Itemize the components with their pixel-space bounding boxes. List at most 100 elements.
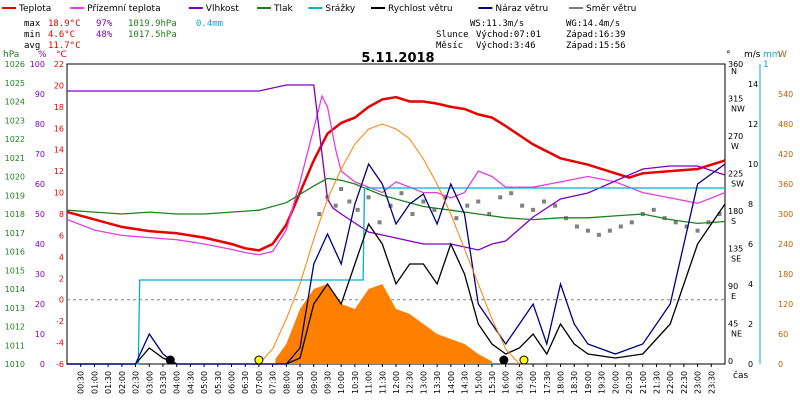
info-block: WS:11.3m/s WG:14.4m/s Slunce Východ:07:0… — [436, 19, 626, 51]
pressure-tick-13: 1013 — [5, 304, 25, 313]
humidity-tick-2: 80 — [35, 120, 45, 129]
temperature-tick-0: 22 — [54, 60, 64, 69]
wind-dir-point-22 — [542, 199, 547, 204]
wind-dir-point-30 — [629, 220, 634, 225]
wind-dir-point-8 — [388, 203, 393, 208]
temperature-tick-12: -2 — [56, 317, 64, 326]
direction-unit: ° — [726, 50, 731, 60]
sun-marker-1 — [519, 355, 529, 365]
info-moonset: Západ:15:56 — [566, 41, 626, 51]
wind-dir-point-5 — [355, 207, 360, 212]
wind-dir-point-27 — [596, 232, 601, 237]
wind-dir-point-28 — [607, 228, 612, 233]
wind-dir-point-14 — [454, 216, 459, 221]
pressure-tick-6: 1020 — [5, 173, 25, 182]
wind-dir-point-3 — [339, 187, 344, 191]
x-tick-14: 07:30 — [269, 371, 278, 394]
wind-dir-point-19 — [509, 191, 514, 196]
x-tick-23: 12:00 — [392, 371, 401, 394]
x-tick-33: 17:00 — [529, 371, 538, 394]
wind-dir-point-26 — [585, 228, 590, 233]
humidity-tick-7: 30 — [35, 270, 45, 279]
wind-dir-point-12 — [432, 207, 437, 212]
x-tick-20: 10:30 — [351, 371, 360, 394]
direction-dir-4: S — [731, 217, 736, 226]
direction-dir-1: NW — [731, 105, 745, 114]
legend-label-3: Tlak — [273, 4, 294, 14]
wind-dir-point-6 — [366, 195, 371, 200]
temperature-tick-9: 4 — [59, 253, 64, 262]
temperature-tick-3: 16 — [54, 124, 64, 133]
legend: Teplota Přízemní teplota Vlhkost Tlak Srážky… — [2, 4, 636, 14]
wind-tick-7: 0 — [748, 360, 753, 369]
temperature-tick-13: -4 — [56, 339, 64, 348]
solar-unit: W — [778, 50, 787, 60]
temperature-tick-1: 20 — [54, 81, 64, 90]
info-sunrise: Východ:07:01 — [476, 30, 541, 40]
x-tick-2: 01:30 — [104, 371, 113, 394]
temperature-unit: °C — [56, 50, 67, 60]
pressure-tick-10: 1016 — [5, 248, 25, 257]
stat-avg-temp: 11.7°C — [48, 41, 81, 51]
series-line-2 — [67, 84, 726, 251]
x-tick-6: 03:30 — [159, 371, 168, 394]
humidity-tick-1: 90 — [35, 90, 45, 99]
temperature-tick-11: 0 — [59, 296, 64, 305]
x-tick-29: 15:00 — [474, 371, 483, 394]
wind-dir-point-32 — [651, 207, 656, 212]
x-tick-8: 04:30 — [186, 371, 195, 394]
solar-tick-4: 300 — [778, 210, 793, 219]
wind-dir-point-23 — [553, 203, 558, 208]
temperature-tick-2: 18 — [54, 103, 64, 112]
legend-label-5: Rychlost větru — [388, 4, 453, 14]
wind-dir-point-7 — [377, 220, 382, 225]
x-tick-32: 16:30 — [515, 371, 524, 394]
info-moonrise: Východ:3:46 — [476, 41, 536, 51]
pressure-tick-12: 1014 — [5, 285, 25, 294]
direction-deg-2: 270 — [728, 132, 743, 141]
temperature-tick-10: 2 — [59, 274, 64, 283]
x-tick-12: 06:30 — [241, 371, 250, 394]
pressure-tick-11: 1015 — [5, 266, 25, 275]
wind-tick-6: 2 — [748, 320, 753, 329]
stat-max-label: max — [24, 19, 41, 29]
x-tick-28: 14:30 — [461, 371, 470, 394]
x-tick-36: 18:30 — [570, 371, 579, 394]
x-tick-22: 11:30 — [378, 371, 387, 394]
wind-dir-point-25 — [574, 224, 579, 229]
pressure-tick-4: 1022 — [5, 135, 25, 144]
legend-label-4: Srážky — [325, 4, 356, 14]
pressure-tick-0: 1026 — [5, 60, 25, 69]
temperature-tick-8: 6 — [59, 231, 64, 240]
wind-unit: m/s — [744, 50, 761, 60]
direction-deg-1: 315 — [728, 95, 743, 104]
wind-dir-point-21 — [531, 207, 536, 212]
info-moon-label: Měsíc — [436, 41, 463, 51]
x-tick-9: 05:00 — [200, 371, 209, 394]
x-tick-5: 03:00 — [145, 371, 154, 394]
pressure-tick-5: 1021 — [5, 154, 25, 163]
humidity-tick-0: 100 — [30, 60, 45, 69]
x-tick-30: 15:30 — [488, 371, 497, 394]
wind-dir-point-2 — [333, 203, 338, 208]
x-tick-16: 08:30 — [296, 371, 305, 394]
wind-dir-point-10 — [410, 212, 415, 216]
x-tick-17: 09:00 — [310, 371, 319, 394]
x-tick-37: 19:00 — [584, 371, 593, 394]
humidity-tick-3: 70 — [35, 150, 45, 159]
wind-tick-3: 8 — [748, 200, 753, 209]
info-sunset: Západ:16:39 — [566, 30, 626, 40]
solar-tick-6: 180 — [778, 270, 793, 279]
legend-label-7: Směr větru — [586, 4, 636, 14]
stat-min-temp: 4.6°C — [48, 30, 75, 40]
solar-measured-area — [275, 284, 492, 364]
pressure-tick-3: 1023 — [5, 116, 25, 125]
direction-dir-0: N — [731, 67, 737, 76]
info-sun-label: Slunce — [436, 30, 469, 40]
solar-tick-8: 60 — [778, 330, 788, 339]
temperature-tick-6: 10 — [54, 189, 64, 198]
wind-dir-point-34 — [673, 220, 678, 225]
x-tick-26: 13:30 — [433, 371, 442, 394]
pressure-tick-9: 1017 — [5, 229, 25, 238]
